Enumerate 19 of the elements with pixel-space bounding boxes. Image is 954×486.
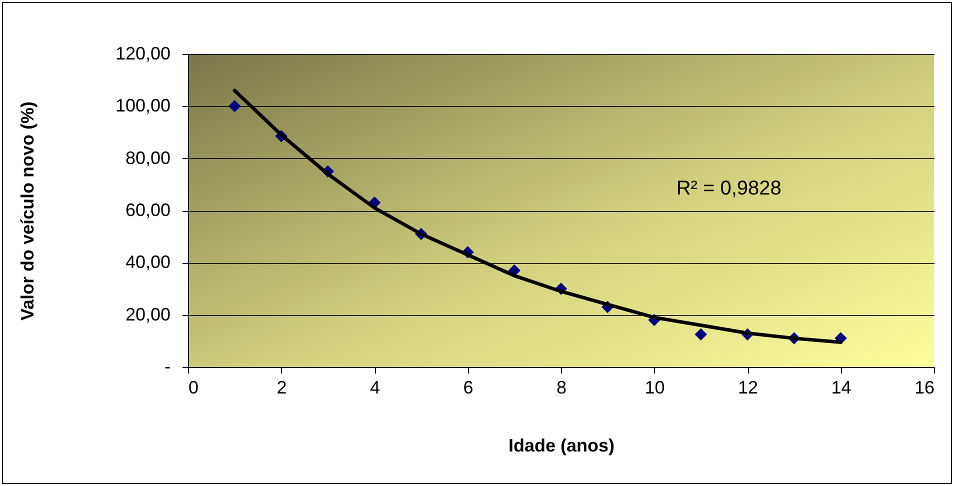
x-tick-label: 8 [556, 378, 567, 398]
annotation: R² = 0,9828 [676, 178, 782, 200]
x-tick-label: 16 [914, 378, 934, 398]
x-tick-label: 10 [644, 378, 665, 398]
x-tick-label: 14 [831, 378, 852, 398]
y-tick-label: 100,00 [115, 96, 170, 116]
y-tick-label: - [164, 356, 170, 376]
y-axis-title: Valor do veículo novo (%) [17, 101, 38, 321]
x-tick-label: 0 [188, 378, 199, 398]
y-tick-label: 80,00 [125, 148, 170, 168]
x-axis-title: Idade (anos) [508, 436, 615, 456]
x-tick-label: 12 [738, 378, 758, 398]
x-tick-label: 6 [463, 378, 474, 398]
y-tick-label: 40,00 [125, 252, 170, 272]
x-tick-label: 2 [276, 378, 287, 398]
y-tick-label: 120,00 [115, 44, 170, 64]
y-tick-label: 60,00 [125, 200, 170, 220]
x-tick-label: 4 [370, 378, 380, 398]
y-tick-label: 20,00 [125, 304, 170, 324]
